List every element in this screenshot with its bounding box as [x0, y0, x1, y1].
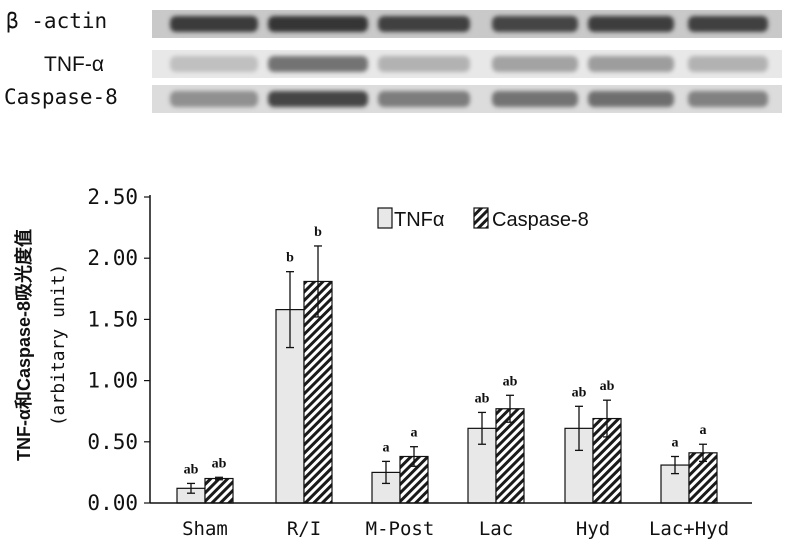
bar-caspase: [204, 477, 234, 504]
blot-band: [268, 91, 368, 107]
blot-bands-actin: [170, 16, 768, 32]
legend: TNFα Caspase-8: [377, 207, 589, 231]
blot-band: [378, 91, 470, 107]
significance-label: b: [286, 251, 294, 266]
y-tick-label: 2.50: [87, 185, 138, 209]
blot-band: [378, 16, 470, 32]
significance-label: a: [672, 435, 679, 450]
x-tick-label: Lac+Hyd: [649, 518, 729, 540]
significance-label: a: [383, 440, 390, 455]
x-axis-labels: Sham R/I M-Post Lac Hyd Lac+Hyd: [182, 518, 729, 540]
blot-bands-tnf: [170, 56, 768, 72]
blot-band: [170, 56, 258, 72]
x-tick-label: Sham: [182, 518, 228, 540]
blot-band: [268, 56, 368, 72]
legend-swatch-tnf: [377, 207, 393, 229]
blot-label-caspase: Caspase-8: [4, 85, 118, 109]
significance-label: ab: [572, 385, 587, 400]
blot-band: [170, 16, 258, 32]
significance-label: ab: [184, 462, 199, 477]
y-tick-label: 0.50: [87, 430, 138, 454]
blot-band: [688, 16, 768, 32]
legend-label-caspase: Caspase-8: [492, 209, 589, 231]
y-axis-label-unit: (arbitary unit): [48, 264, 69, 427]
significance-label: a: [411, 426, 418, 441]
legend-swatch-caspase: [473, 207, 489, 229]
blot-band: [588, 56, 674, 72]
significance-label: ab: [475, 391, 490, 406]
blot-band: [688, 56, 768, 72]
y-tick-label: 0.00: [87, 491, 138, 515]
legend-label-tnf: TNFα: [394, 209, 444, 231]
blot-band: [170, 91, 258, 107]
blot-band: [588, 16, 674, 32]
blot-band: [268, 16, 368, 32]
western-blot: β -actin TNF-α Caspase-8: [4, 9, 782, 113]
significance-label: ab: [212, 456, 227, 471]
blot-band: [492, 91, 578, 107]
significance-label: ab: [600, 379, 615, 394]
y-axis-ticks: 0.00 0.50 1.00 1.50 2.00 2.50: [87, 185, 150, 515]
significance-label: a: [700, 423, 707, 438]
blot-label-tnf: TNF-α: [44, 53, 104, 76]
blot-band: [492, 56, 578, 72]
x-tick-label: Lac: [479, 518, 513, 540]
blot-bands-caspase: [170, 91, 768, 107]
blot-band: [588, 91, 674, 107]
blot-row-actin: β -actin: [6, 9, 782, 38]
x-tick-label: Hyd: [576, 518, 610, 540]
blot-row-caspase: Caspase-8: [4, 85, 782, 113]
bar-chart: TNF-α和Caspase-8吸光度值 (arbitary unit) 0.00…: [13, 185, 752, 540]
x-tick-label: M-Post: [366, 518, 435, 540]
bar-caspase: [303, 280, 333, 504]
y-axis-label: TNF-α和Caspase-8吸光度值: [13, 229, 34, 461]
blot-row-tnf: TNF-α: [44, 50, 782, 78]
blot-band: [378, 56, 470, 72]
blot-band: [688, 91, 768, 107]
blot-label-actin: β -actin: [6, 9, 107, 33]
significance-label: b: [314, 225, 322, 240]
blot-band: [492, 16, 578, 32]
y-tick-label: 2.00: [87, 246, 138, 270]
significance-label: ab: [503, 374, 518, 389]
y-tick-label: 1.00: [87, 369, 138, 393]
bar-caspase: [495, 408, 525, 504]
x-tick-label: R/I: [287, 518, 321, 540]
y-tick-label: 1.50: [87, 307, 138, 331]
